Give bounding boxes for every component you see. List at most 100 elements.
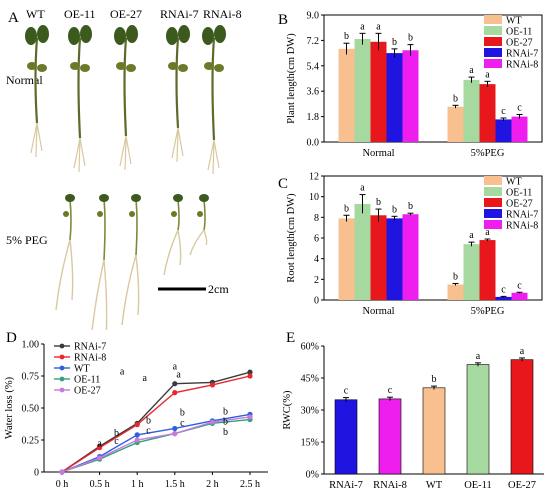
x-tick-label: 0 h <box>56 479 69 490</box>
legend-label: RNAi-7 <box>74 342 106 353</box>
y-tick-label: 1.8 <box>307 112 320 123</box>
significance-letter: a <box>376 21 381 32</box>
y-tick-label: 1.00 <box>22 340 40 351</box>
bar <box>354 203 371 300</box>
x-category-label: OE-11 <box>464 480 492 491</box>
genotype-label-oe11: OE-11 <box>64 7 96 21</box>
genotype-label-rnai7: RNAi-7 <box>160 7 199 21</box>
rwc-chart: E 0% 15% 30% 45% 60% RWC(%) c RNAi-7 c RNAi-8 b WT a… <box>282 330 544 491</box>
seedling-stem <box>175 37 180 129</box>
bar <box>511 116 528 142</box>
seedling-leaf <box>178 25 190 43</box>
seedling-stem <box>34 37 39 124</box>
significance-letter: a <box>360 183 365 194</box>
seedling-stem <box>135 199 138 256</box>
legend-label: RNAi-8 <box>74 353 106 364</box>
seedling-stem <box>77 37 82 139</box>
bar <box>495 119 512 142</box>
seedling-stem <box>211 37 216 141</box>
water-loss-chart: D 0 0.25 0.50 0.75 1.00 0 h 0.5 h 1 h 1.5 h 2 h 2.… <box>4 330 268 490</box>
significance-letter: a <box>469 65 474 76</box>
row-label-peg: 5% PEG <box>6 233 48 247</box>
panel-label-a: A <box>8 10 19 26</box>
legend-swatch <box>484 209 502 218</box>
significance-letter: a <box>520 346 525 357</box>
significance-letter: b <box>180 408 185 419</box>
series-line <box>61 416 251 473</box>
seedling-root <box>163 229 182 276</box>
plant-length-chart: B 0.0 1.8 3.6 5.4 7.2 9.0 Plant length(cm DW) N… <box>278 11 543 159</box>
legend-swatch <box>484 59 502 68</box>
significance-letter: b <box>114 428 119 439</box>
seedling-stem <box>123 37 128 137</box>
bar <box>378 398 402 475</box>
y-tick-label: 0 <box>314 296 319 307</box>
seedling-leaf <box>114 27 126 45</box>
seedling-leaf <box>37 64 47 72</box>
bar <box>447 106 464 142</box>
legend-label: OE-27 <box>506 38 533 49</box>
y-tick-label: 60% <box>301 342 319 353</box>
bar <box>338 48 355 142</box>
x-category-label: Normal <box>362 306 394 317</box>
seedling-photo-panel: A WT OE-11 OE-27 RNAi-7 RNAi-8 Normal 5%… <box>0 0 270 351</box>
legend-swatch <box>484 26 502 35</box>
legend-swatch <box>484 187 502 196</box>
significance-letter: a <box>120 367 125 378</box>
seedling-leaf <box>214 25 226 43</box>
legend-marker <box>59 376 65 382</box>
seedling-root <box>119 135 132 171</box>
seedling-leaf <box>68 27 80 45</box>
data-point <box>172 390 178 396</box>
y-tick-label: 10 <box>309 192 319 203</box>
y-axis-label: RWC(%) <box>282 390 293 430</box>
y-tick-label: 30% <box>301 406 319 417</box>
bar <box>422 387 446 475</box>
bar <box>338 218 355 300</box>
data-point <box>134 437 140 443</box>
bar <box>386 218 403 300</box>
significance-letter: b <box>453 271 458 282</box>
row-label-normal: Normal <box>6 73 43 87</box>
data-point <box>247 369 253 375</box>
significance-letter: a <box>360 21 365 32</box>
genotype-label-wt: WT <box>26 7 45 21</box>
x-category-label: 5%PEG <box>471 148 505 159</box>
x-tick-label: 2.5 h <box>240 479 260 490</box>
significance-letter: a <box>142 373 147 384</box>
legend-swatch <box>484 15 502 24</box>
seedling-leaf <box>173 194 183 202</box>
significance-letter: c <box>501 106 506 117</box>
legend-label: OE-11 <box>74 375 100 386</box>
panel-label-c: C <box>278 176 288 192</box>
legend-label: WT <box>506 177 522 188</box>
data-point <box>97 445 103 451</box>
significance-letter: c <box>344 386 349 397</box>
panel-label-e: E <box>286 330 295 346</box>
data-point <box>247 414 253 420</box>
y-axis-label: Water loss (%) <box>4 376 15 439</box>
y-tick-label: 0.0 <box>307 138 320 149</box>
seedling-leaf <box>126 64 136 72</box>
legend-label: WT <box>74 364 90 375</box>
data-point <box>209 382 215 388</box>
seedling-stem <box>103 199 106 261</box>
legend-swatch <box>484 198 502 207</box>
legend-label: RNAi-8 <box>506 60 538 71</box>
plot-frame <box>323 14 543 143</box>
legend-swatch <box>484 37 502 46</box>
legend-swatch <box>484 48 502 57</box>
legend-marker <box>59 354 65 360</box>
y-tick-label: 0.50 <box>22 404 40 415</box>
y-tick-label: 6 <box>314 234 319 245</box>
significance-letter: b <box>392 204 397 215</box>
x-tick-label: 1 h <box>131 479 144 490</box>
seedling-leaf <box>166 27 178 45</box>
x-category-label: 5%PEG <box>471 306 505 317</box>
series-line <box>61 375 251 473</box>
seedling-stem <box>69 199 72 241</box>
seedling-leaf <box>116 62 126 70</box>
legend-swatch <box>484 176 502 185</box>
legend-label: RNAi-7 <box>506 210 538 221</box>
